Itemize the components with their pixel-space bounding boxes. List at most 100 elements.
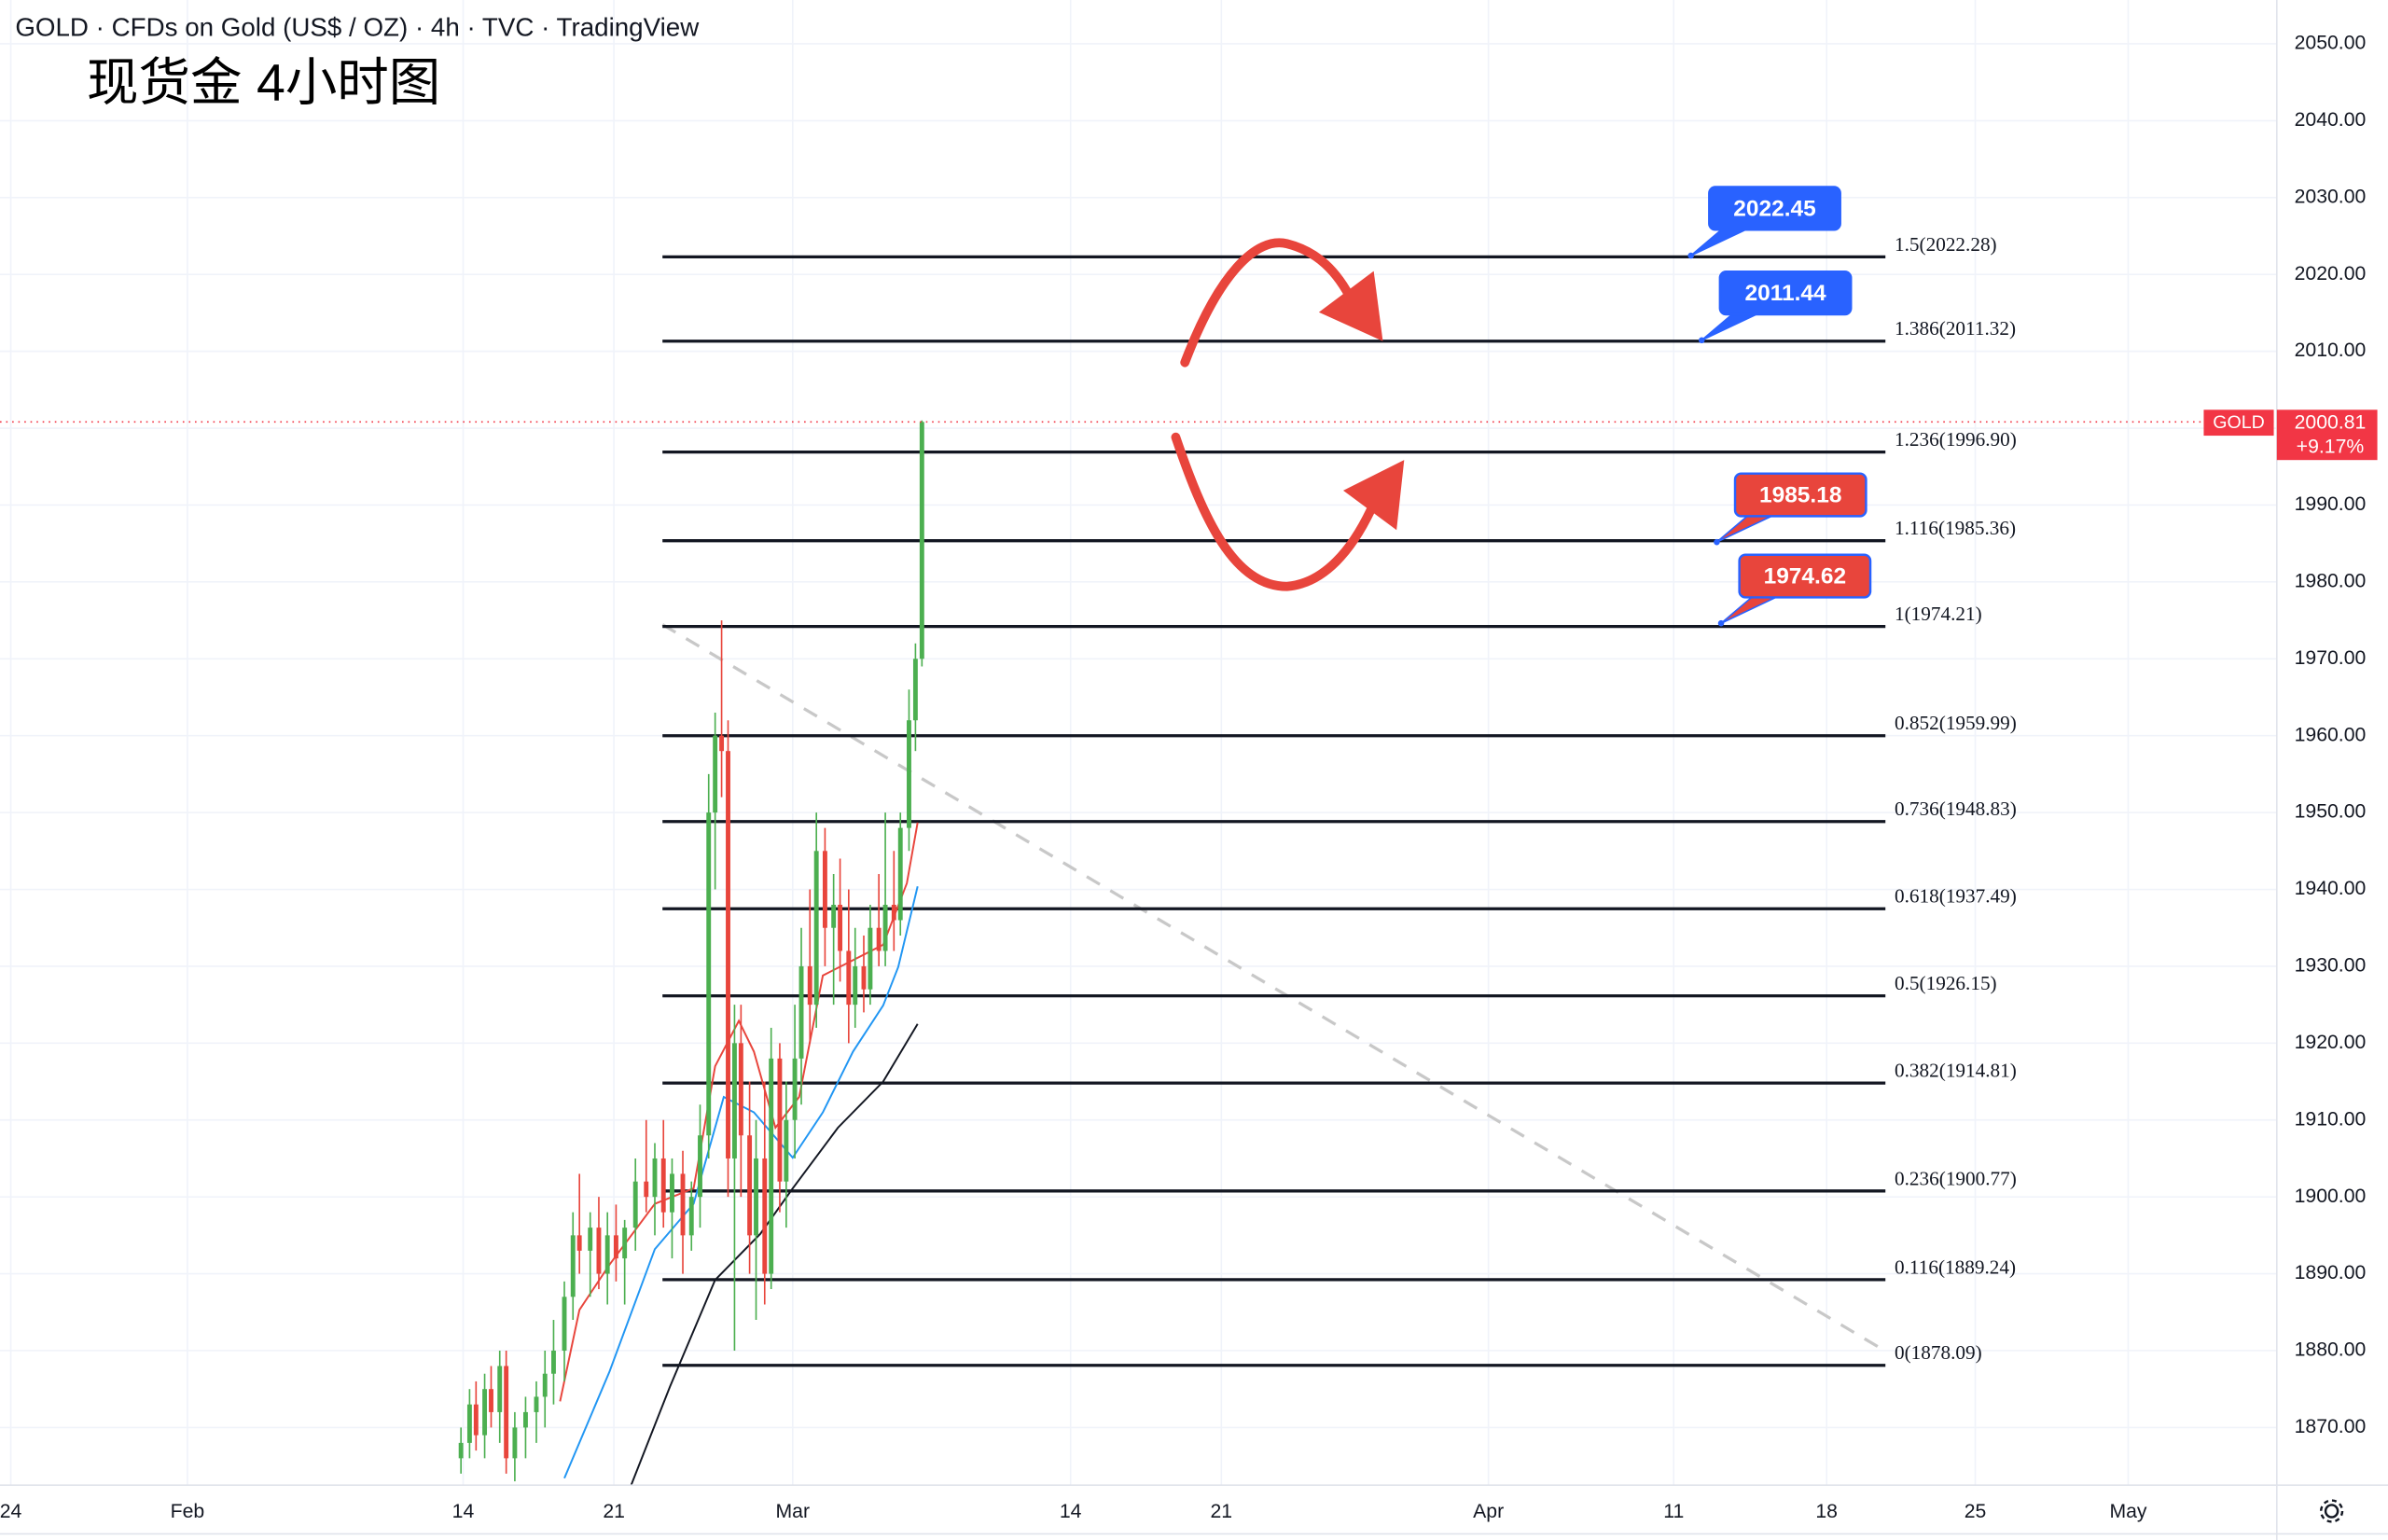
candle-body xyxy=(822,851,827,928)
fib-label: 0.852(1959.99) xyxy=(1895,712,2017,734)
candle-body xyxy=(644,1181,649,1198)
fib-label: 0.382(1914.81) xyxy=(1895,1060,2017,1082)
y-tick-label: 1940.00 xyxy=(2295,878,2367,899)
x-tick-label: 21 xyxy=(603,1501,625,1522)
fib-label: 0.736(1948.83) xyxy=(1895,798,2017,820)
candle-body xyxy=(670,1173,674,1213)
candle-body xyxy=(897,827,903,921)
fib-label: 1.386(2011.32) xyxy=(1895,317,2016,340)
candle-body xyxy=(632,1181,638,1228)
price-tag xyxy=(2276,409,2378,461)
candle-body xyxy=(596,1228,602,1274)
candle-body xyxy=(762,1158,768,1274)
fib-label: 1.236(1996.90) xyxy=(1895,428,2017,451)
y-tick-label: 1910.00 xyxy=(2295,1108,2367,1130)
candle-body xyxy=(919,422,924,659)
y-tick-label: 2040.00 xyxy=(2295,109,2367,131)
candle-body xyxy=(588,1228,593,1251)
callout-box xyxy=(1738,553,1872,599)
x-tick-label: 18 xyxy=(1815,1501,1838,1522)
y-tick-label: 1870.00 xyxy=(2295,1416,2367,1437)
candle-body xyxy=(912,659,918,721)
fib-label: 0.236(1900.77) xyxy=(1895,1167,2017,1189)
candle-body xyxy=(688,1197,694,1236)
candle-body xyxy=(882,904,888,951)
callout-box xyxy=(1733,472,1867,518)
callout-label: 2022.45 xyxy=(1733,196,1816,221)
candle-body xyxy=(473,1404,479,1436)
callout-anchor xyxy=(1698,337,1705,344)
candle-body xyxy=(846,950,852,1006)
candle-body xyxy=(534,1396,539,1412)
candle-body xyxy=(838,904,843,951)
fib-label: 1.116(1985.36) xyxy=(1895,517,2016,539)
x-tick-label: Mar xyxy=(776,1501,811,1522)
callout-label: 1974.62 xyxy=(1764,564,1847,590)
candle-body xyxy=(604,1235,610,1274)
candle-body xyxy=(853,965,858,1006)
y-tick-label: 1880.00 xyxy=(2295,1339,2367,1361)
moving-average xyxy=(630,1023,919,1486)
arrow-top xyxy=(1180,238,1357,368)
candle-body xyxy=(713,735,718,813)
candle-body xyxy=(489,1389,493,1412)
fib-label: 0.618(1937.49) xyxy=(1895,885,2017,908)
candle-body xyxy=(706,812,712,1136)
header: GOLD · CFDs on Gold (US$ / OZ) · 4h · TV… xyxy=(15,12,700,41)
callout-pointer xyxy=(1690,229,1746,257)
callout-pointer xyxy=(1720,596,1777,624)
candle-body xyxy=(754,1158,758,1236)
candle-body xyxy=(719,735,725,752)
candle-body xyxy=(466,1404,472,1443)
candle-body xyxy=(747,1135,753,1236)
axes: 1870.00 1880.00 1890.00 1900.00 1910.00 1920.… xyxy=(0,33,2378,1522)
trend-line xyxy=(661,623,1887,1353)
y-tick-label: 1920.00 xyxy=(2295,1032,2367,1053)
x-tick-label: May xyxy=(2109,1501,2146,1522)
x-tick-label: 14 xyxy=(1060,1501,1082,1522)
y-tick-label: 2010.00 xyxy=(2295,340,2367,361)
y-tick-label: 1960.00 xyxy=(2295,724,2367,745)
candle-body xyxy=(660,1158,666,1213)
candle-body xyxy=(497,1366,503,1412)
callout-anchor xyxy=(1717,619,1725,627)
candle-body xyxy=(876,927,882,951)
y-tick-label: 1980.00 xyxy=(2295,570,2367,591)
x-tick-label: 11 xyxy=(1663,1501,1684,1522)
fib-label: 1.5(2022.28) xyxy=(1895,233,1997,256)
settings-icon[interactable] xyxy=(2319,1499,2344,1523)
fib-label: 0.116(1889.24) xyxy=(1895,1256,2016,1278)
candle-body xyxy=(482,1389,488,1436)
callout-anchor xyxy=(1687,252,1694,259)
chart-title: 现货金 4小时图 xyxy=(87,54,440,112)
candle-body xyxy=(807,965,812,1006)
callout-box xyxy=(1708,186,1841,231)
x-tick-label: 21 xyxy=(1211,1501,1233,1522)
candle-body xyxy=(652,1158,658,1198)
candle-body xyxy=(458,1442,464,1459)
candle-body xyxy=(861,965,867,990)
x-tick-label: 25 xyxy=(1965,1501,1987,1522)
candle-body xyxy=(891,904,896,921)
x-tick-label: Feb xyxy=(171,1501,205,1522)
arrow-bottom xyxy=(1171,432,1376,591)
callout-pointer xyxy=(1715,515,1772,543)
candle-body xyxy=(907,720,911,828)
candle-body xyxy=(831,904,837,928)
candle-body xyxy=(726,751,730,1158)
y-tick-label: 2050.00 xyxy=(2295,33,2367,54)
y-tick-label: 1890.00 xyxy=(2295,1262,2367,1283)
fib-label: 0(1878.09) xyxy=(1895,1341,1982,1364)
candle-body xyxy=(738,1043,743,1136)
price-label: 2000.81 xyxy=(2295,412,2367,434)
annotations: 2022.45 2011.44 1985.18 1974.62 xyxy=(1687,186,1872,627)
arrows xyxy=(1171,238,1376,591)
candle-body xyxy=(680,1173,686,1236)
y-tick-label: 1950.00 xyxy=(2295,801,2367,823)
candle-body xyxy=(698,1135,702,1198)
candle-body xyxy=(613,1235,618,1259)
candle-body xyxy=(784,1119,789,1182)
candle-body xyxy=(868,927,873,990)
